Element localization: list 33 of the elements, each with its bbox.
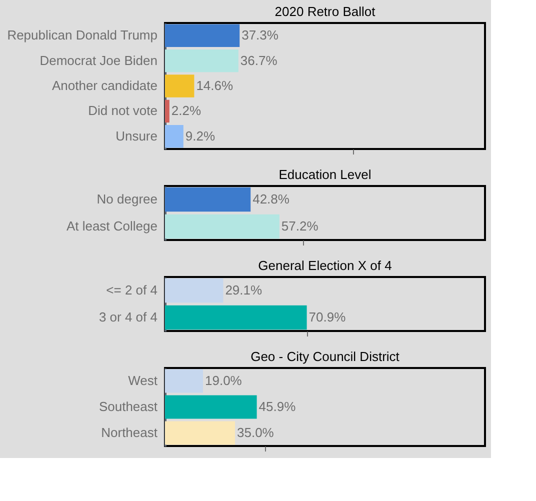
chart-title: General Election X of 4: [258, 258, 392, 273]
data-label: 37.3%: [242, 28, 279, 43]
data-label: 19.0%: [205, 373, 242, 388]
chart-title: Geo - City Council District: [250, 349, 400, 364]
bar: [165, 125, 184, 148]
data-label: 57.2%: [281, 218, 319, 234]
data-label: 45.9%: [258, 399, 296, 414]
data-label: 42.8%: [252, 192, 290, 206]
y-tick-label: No degree: [96, 192, 158, 206]
y-tick-label: <= 2 of 4: [106, 282, 158, 298]
bar: [165, 24, 240, 47]
y-tick-label: Democrat Joe Biden: [40, 52, 158, 68]
y-tick-label: Another candidate: [52, 78, 158, 93]
chart-title: 2020 Retro Ballot: [274, 4, 376, 19]
data-label: 2.2%: [171, 103, 202, 118]
data-label: 70.9%: [308, 310, 346, 324]
y-tick-label: Southeast: [98, 399, 158, 414]
y-tick-label: Republican Donald Trump: [7, 28, 158, 43]
bar: [165, 100, 170, 123]
y-tick-label: Did not vote: [88, 103, 158, 118]
bar: [165, 74, 194, 98]
data-label: 36.7%: [240, 52, 278, 68]
chart-title: Education Level: [278, 167, 372, 182]
data-label: 9.2%: [185, 128, 216, 144]
data-label: 35.0%: [237, 425, 274, 440]
bar: [165, 49, 238, 72]
y-tick-label: West: [128, 373, 158, 388]
y-tick-label: Northeast: [101, 425, 158, 440]
y-tick-label: Unsure: [116, 128, 158, 144]
y-tick-label: At least College: [66, 218, 158, 234]
data-label: 29.1%: [225, 282, 262, 298]
y-tick-label: 3 or 4 of 4: [98, 310, 158, 324]
data-label: 14.6%: [196, 78, 234, 93]
